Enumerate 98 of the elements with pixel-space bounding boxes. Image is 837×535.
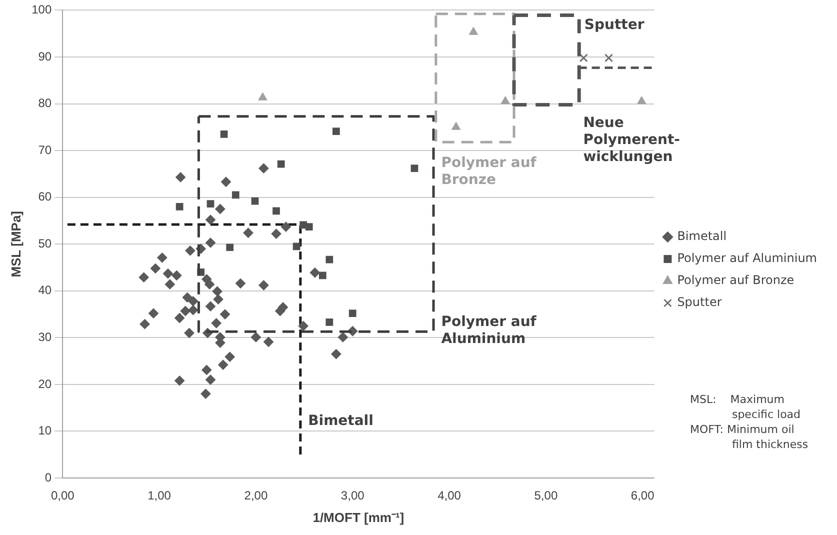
legend-label: Polymer auf Bronze [677,273,794,288]
point [310,268,320,278]
y-tick-label: 90 [38,49,52,64]
point [298,320,308,331]
y-tick-label: 10 [38,424,52,438]
x-tick-label: 0,00 [50,488,75,503]
point [206,214,216,225]
point [348,310,356,318]
point [206,238,216,248]
annotation: Sputter [584,17,644,34]
point [272,207,280,215]
point [204,279,215,290]
annotation: Polymer auf Aluminium [441,314,536,348]
point [215,204,226,214]
x-tick-label: 2,00 [244,488,268,503]
y-tick-label: 50 [38,236,52,250]
point [277,160,285,168]
point [258,92,268,100]
x-tick-label: 1,00 [148,488,172,503]
point [138,272,149,282]
point [318,272,326,280]
x-axis-title: 1/MOFT [mm⁻¹] [312,510,404,525]
point [226,244,234,252]
point [148,308,158,318]
point [184,328,194,338]
y-tick-label: 30 [38,330,52,344]
point [212,286,222,296]
point [258,163,269,174]
point [258,280,269,290]
text: MSL: Maximum specific load MOFT: Minimum oil film thickness [690,392,808,452]
point [326,318,334,326]
y-tick-label: 80 [38,96,52,110]
point [202,364,212,375]
y-tick-label: 60 [38,190,52,204]
point [305,223,313,230]
y-tick-label: 100 [32,2,52,17]
point [500,96,510,104]
point [232,191,240,199]
y-tick-label: 40 [38,283,52,298]
point [220,176,231,187]
point [579,54,588,62]
legend-label: Bimetall [677,229,727,244]
point [157,252,168,263]
x-tick-label: 5,00 [534,488,558,503]
annotation: Bimetall [308,412,374,430]
point [206,301,216,312]
point [185,246,196,256]
y-tick-label: 70 [38,142,52,157]
point [140,319,150,330]
point [162,268,173,279]
point [326,256,334,264]
point [331,349,342,360]
point [182,292,192,302]
point [188,305,198,316]
legend-label: Sputter [677,295,722,310]
point [174,376,185,386]
legend-label: Polymer auf Aluminium [677,251,817,266]
point [292,242,300,250]
y-tick-label: 0 [44,470,52,484]
x-tick-label: 3,00 [340,488,365,503]
point [332,128,340,136]
point [280,222,291,232]
point [176,202,184,210]
point [271,228,282,239]
point [604,54,614,62]
point [200,388,211,399]
point [469,27,478,35]
point [338,332,348,342]
x-tick-label: 4,00 [438,488,462,503]
point [452,122,460,130]
point [243,228,254,238]
point [206,374,216,385]
point [637,96,646,104]
point [250,332,261,342]
point [235,278,246,288]
point [410,164,418,172]
point [172,270,182,280]
x-tick-label: 6,00 [630,488,655,503]
point [213,294,224,304]
point [220,309,230,320]
point [218,360,228,370]
annotation: Polymer auf Bronze [441,155,536,190]
point [150,263,160,274]
point [220,130,228,138]
point [264,336,274,347]
point [188,296,198,306]
point [206,200,214,208]
annotation: Neue Polymerent- wicklungen [583,115,680,166]
point [211,318,222,328]
point [180,306,190,316]
point [300,221,307,229]
point [174,313,185,324]
point [176,172,186,182]
point [251,197,259,205]
point [224,352,235,362]
y-tick-label: 20 [38,376,52,391]
point [164,279,175,290]
y-axis-title: MSL [MPa] [8,210,24,278]
